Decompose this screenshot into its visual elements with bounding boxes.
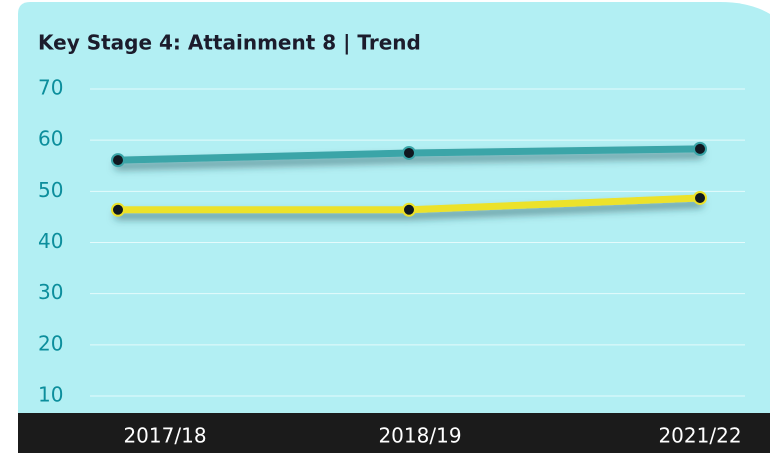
data-point (693, 141, 707, 156)
data-point (402, 202, 416, 217)
x-tick-label: 2017/18 (123, 424, 206, 448)
x-tick-label: 2018/19 (378, 424, 461, 448)
data-point (111, 153, 125, 168)
data-point (111, 202, 125, 217)
y-tick-label: 50 (38, 178, 63, 202)
data-point (402, 145, 416, 160)
panel (18, 2, 770, 453)
y-tick-label: 10 (38, 383, 63, 407)
data-point (693, 190, 707, 205)
y-tick-label: 70 (38, 76, 63, 100)
x-tick-label: 2021/22 (658, 424, 741, 448)
y-tick-label: 60 (38, 127, 63, 151)
y-tick-label: 30 (38, 280, 63, 304)
y-tick-label: 20 (38, 331, 63, 355)
x-axis-bar (18, 413, 770, 453)
y-tick-label: 40 (38, 229, 63, 253)
chart-title: Key Stage 4: Attainment 8 | Trend (38, 31, 421, 55)
